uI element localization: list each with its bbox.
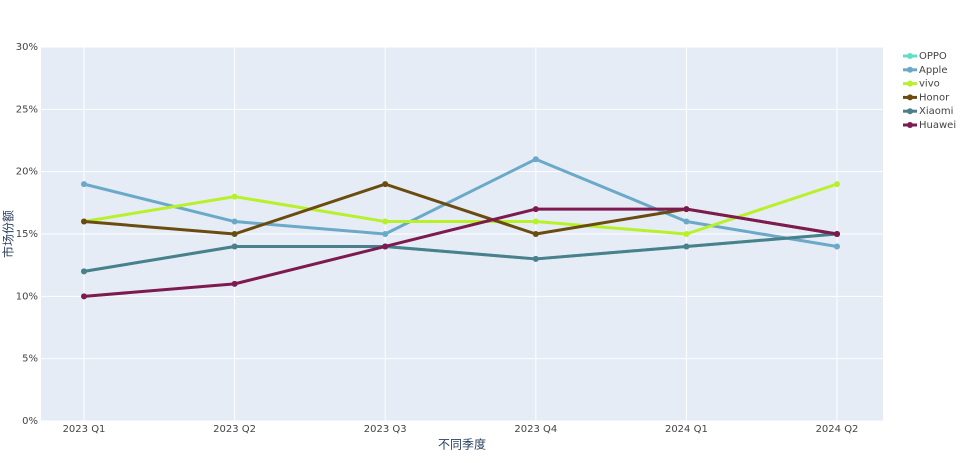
y-tick-label: 20%: [16, 167, 38, 178]
marker: [231, 193, 238, 200]
y-tick-label: 15%: [16, 229, 38, 240]
legend-label: Honor: [919, 92, 950, 103]
legend-label: vivo: [919, 79, 940, 90]
marker: [683, 243, 690, 250]
legend-marker: [907, 66, 913, 73]
marker: [382, 243, 389, 250]
x-tick-label: 2023 Q3: [364, 424, 407, 435]
x-tick-label: 2023 Q4: [514, 424, 557, 435]
y-tick-label: 25%: [16, 104, 38, 115]
y-axis-title: 市场份额: [1, 210, 16, 258]
legend-label: Huawei: [919, 120, 956, 131]
marker: [532, 218, 539, 225]
legend-marker: [907, 80, 913, 87]
x-tick-label: 2023 Q2: [213, 424, 256, 435]
y-tick-label: 0%: [22, 416, 38, 427]
line: [83, 207, 838, 298]
marker: [834, 231, 840, 237]
marker: [683, 218, 690, 225]
marker: [81, 218, 87, 225]
marker: [382, 218, 389, 225]
marker: [81, 181, 87, 188]
legend-label: OPPO: [919, 51, 947, 62]
marker: [231, 243, 238, 250]
y-tick-label: 10%: [16, 291, 38, 302]
marker: [81, 293, 87, 300]
line: [83, 182, 838, 236]
legend-marker: [907, 94, 913, 101]
marker: [834, 181, 840, 188]
marker: [231, 231, 238, 237]
marker: [231, 218, 238, 225]
y-tick-label: 5%: [22, 354, 38, 365]
legend-marker: [907, 108, 913, 115]
marker: [231, 280, 238, 287]
x-axis-title: 不同季度: [438, 437, 486, 452]
legend-marker: [907, 122, 913, 128]
legend-label: Apple: [919, 65, 947, 76]
marker: [532, 231, 539, 237]
legend-marker: [907, 53, 913, 59]
marker: [683, 206, 690, 213]
x-tick-label: 2024 Q2: [816, 424, 859, 435]
marker: [532, 255, 539, 262]
marker: [532, 206, 539, 213]
marker: [382, 181, 389, 188]
marker: [81, 268, 87, 275]
marker: [382, 231, 389, 237]
x-tick-label: 2023 Q1: [63, 424, 106, 435]
marker: [532, 156, 539, 163]
y-tick-label: 30%: [16, 42, 38, 53]
legend-label: Xiaomi: [919, 106, 953, 117]
line: [83, 232, 838, 273]
marker: [683, 231, 690, 237]
marker: [834, 243, 840, 250]
x-tick-label: 2024 Q1: [665, 424, 708, 435]
